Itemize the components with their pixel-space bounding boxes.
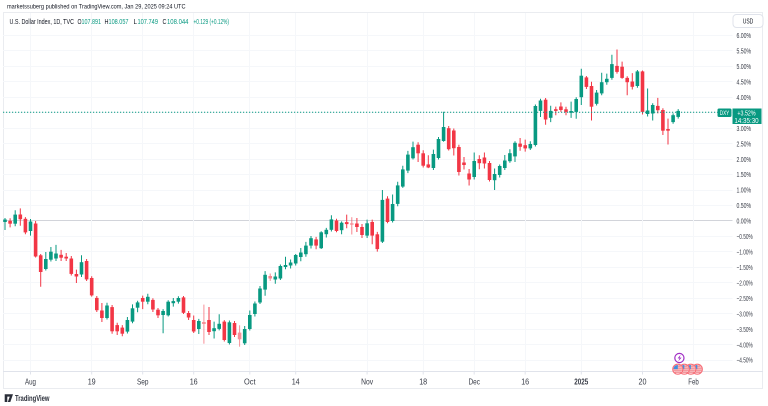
svg-text:marketssuberg published on Tra: marketssuberg published on TradingView.c… bbox=[7, 4, 186, 11]
svg-text:−0.50%: −0.50% bbox=[737, 234, 753, 241]
svg-text:14: 14 bbox=[292, 377, 300, 387]
svg-text:3.00%: 3.00% bbox=[737, 126, 752, 133]
svg-text:Nov: Nov bbox=[361, 377, 374, 387]
svg-text:USD: USD bbox=[743, 19, 754, 26]
svg-text:16: 16 bbox=[521, 377, 529, 387]
svg-text:2025: 2025 bbox=[574, 377, 588, 387]
svg-text:−3.50%: −3.50% bbox=[737, 327, 753, 334]
svg-text:14:35:30: 14:35:30 bbox=[734, 118, 758, 125]
svg-text:Oct: Oct bbox=[244, 377, 256, 387]
svg-text:Feb: Feb bbox=[688, 377, 699, 387]
svg-text:16: 16 bbox=[190, 377, 198, 387]
svg-text:H: H bbox=[105, 17, 109, 26]
svg-text:107.891: 107.891 bbox=[82, 17, 102, 26]
svg-text:TradingView: TradingView bbox=[15, 394, 50, 403]
svg-text:L: L bbox=[134, 17, 138, 26]
svg-text:Sep: Sep bbox=[137, 377, 149, 387]
svg-text:1.00%: 1.00% bbox=[737, 188, 752, 195]
svg-text:O: O bbox=[78, 17, 82, 26]
svg-text:4.00%: 4.00% bbox=[737, 95, 752, 102]
svg-text:5.50%: 5.50% bbox=[737, 49, 752, 56]
svg-text:−3.00%: −3.00% bbox=[737, 311, 753, 318]
svg-text:2.50%: 2.50% bbox=[737, 141, 752, 148]
svg-text:5.00%: 5.00% bbox=[737, 64, 752, 71]
svg-text:−1.00%: −1.00% bbox=[737, 250, 753, 257]
svg-text:−2.00%: −2.00% bbox=[737, 280, 753, 287]
svg-text:1.50%: 1.50% bbox=[737, 172, 752, 179]
svg-text:0.00%: 0.00% bbox=[737, 219, 752, 226]
svg-text:+0.129 (+0.12%): +0.129 (+0.12%) bbox=[194, 17, 230, 26]
svg-text:Dec: Dec bbox=[468, 377, 480, 387]
svg-text:18: 18 bbox=[419, 377, 427, 387]
svg-text:107.749: 107.749 bbox=[138, 17, 159, 26]
svg-text:19: 19 bbox=[88, 377, 96, 387]
svg-text:20: 20 bbox=[639, 377, 647, 387]
svg-text:−2.50%: −2.50% bbox=[737, 296, 753, 303]
svg-text:Aug: Aug bbox=[25, 377, 36, 387]
svg-text:6.00%: 6.00% bbox=[737, 33, 752, 40]
svg-text:U.S. Dollar Index, 1D, TVC: U.S. Dollar Index, 1D, TVC bbox=[10, 17, 75, 26]
svg-text:−4.50%: −4.50% bbox=[737, 358, 753, 365]
svg-text:2.00%: 2.00% bbox=[737, 157, 752, 164]
svg-text:+3.52%: +3.52% bbox=[737, 110, 755, 117]
svg-text:108.044: 108.044 bbox=[167, 17, 189, 26]
svg-text:108.057: 108.057 bbox=[109, 17, 129, 26]
svg-text:DXY: DXY bbox=[720, 110, 730, 117]
svg-text:C: C bbox=[163, 17, 167, 26]
svg-text:−4.00%: −4.00% bbox=[737, 342, 753, 349]
svg-text:−1.50%: −1.50% bbox=[737, 265, 753, 272]
svg-text:0.50%: 0.50% bbox=[737, 203, 752, 210]
svg-text:4.50%: 4.50% bbox=[737, 80, 752, 87]
